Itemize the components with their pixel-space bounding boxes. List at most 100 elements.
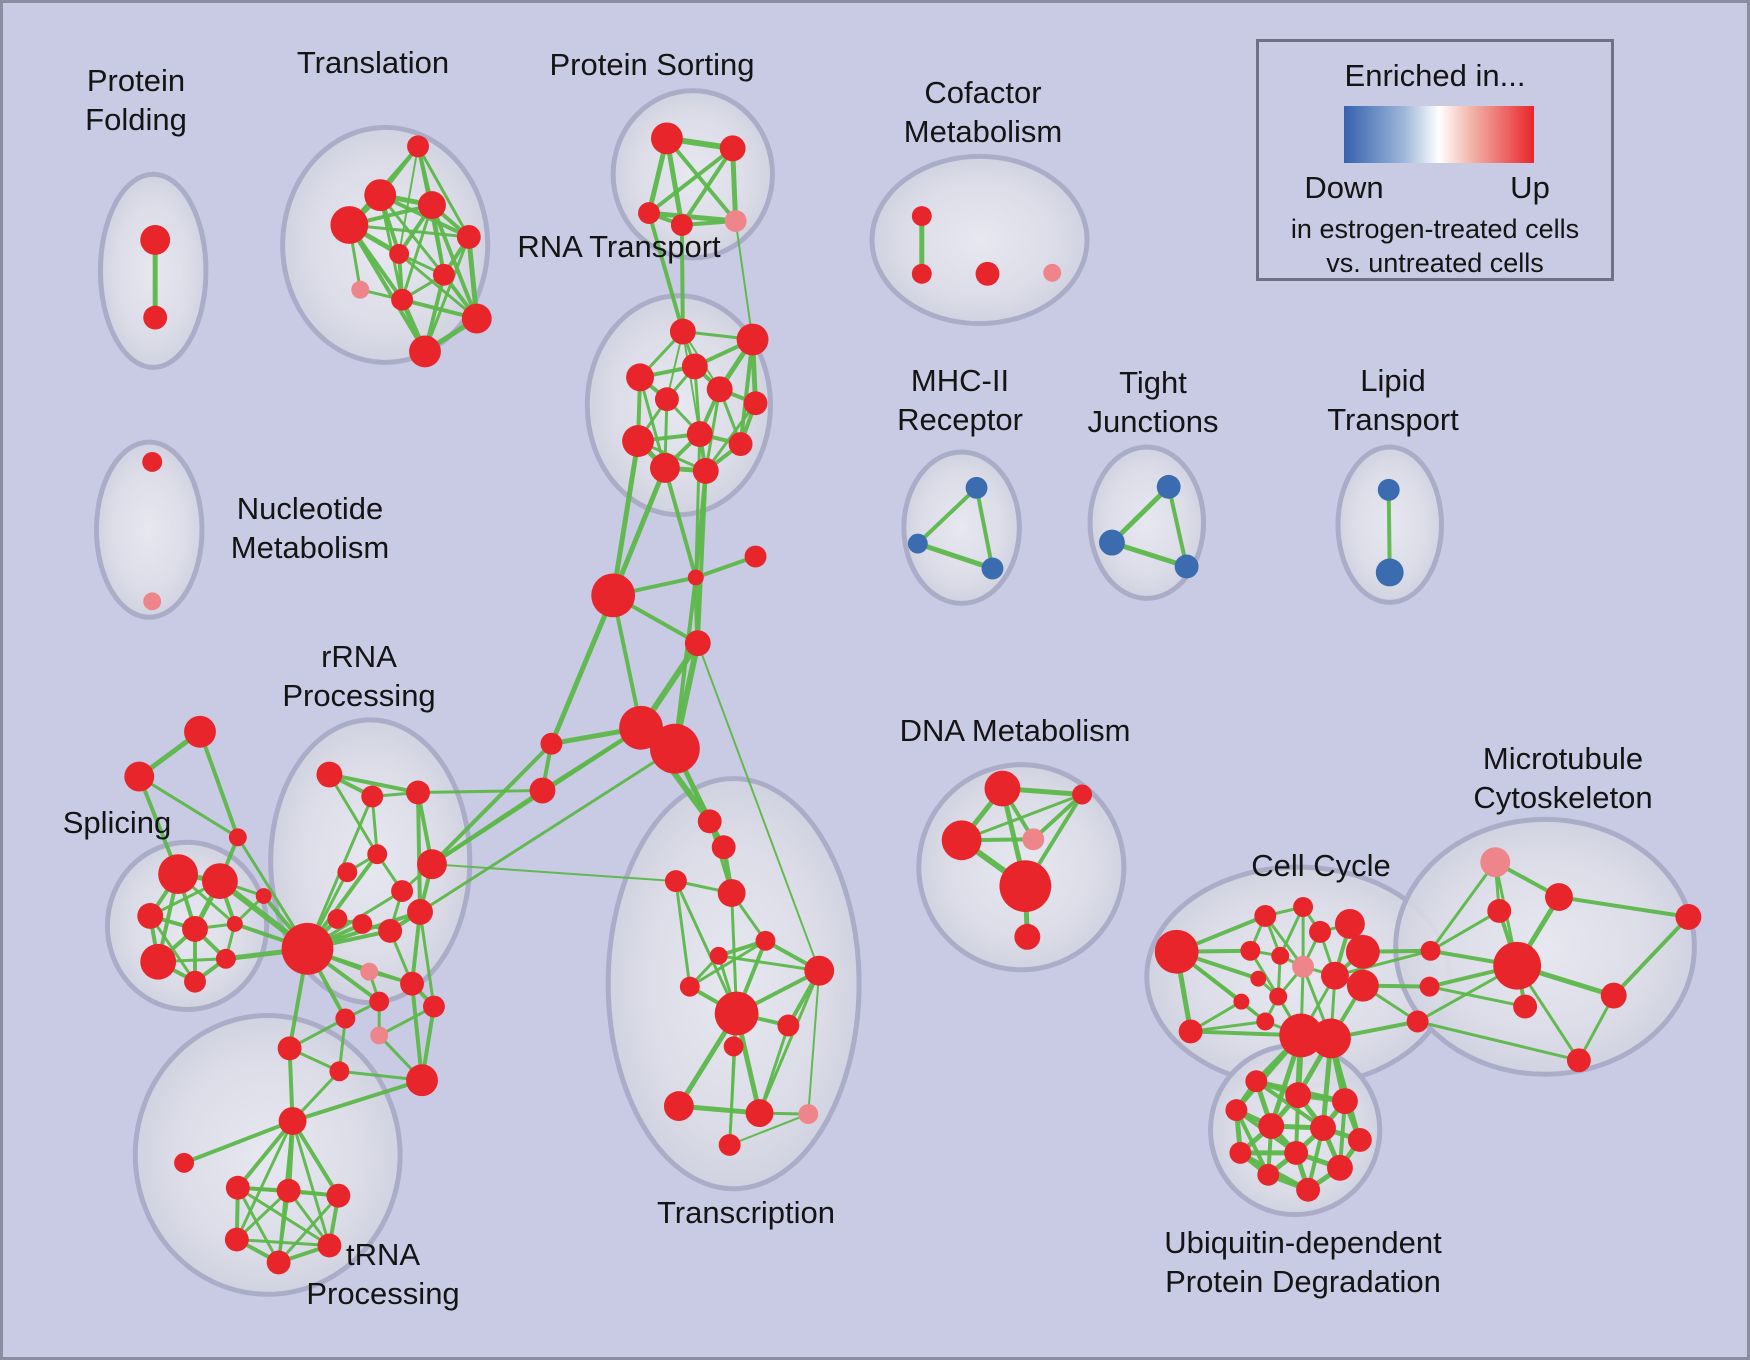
node-protein-sorting xyxy=(650,122,683,155)
edge xyxy=(1109,540,1190,569)
edge xyxy=(728,1113,810,1146)
node-rna-transport xyxy=(669,318,696,345)
node-transcription xyxy=(679,976,700,997)
edge xyxy=(410,981,424,1083)
node-connector-hubs xyxy=(744,545,767,568)
node-tight-junctions xyxy=(1156,474,1181,499)
edge xyxy=(674,879,692,989)
node-cell-cycle xyxy=(1154,929,1199,974)
edge xyxy=(704,401,758,473)
edge xyxy=(235,1119,295,1190)
legend-title: Enriched in... xyxy=(1344,58,1526,93)
node-transcription xyxy=(745,1099,774,1128)
edge xyxy=(1031,792,1085,842)
edge xyxy=(327,773,379,856)
node-microtubule-cytoskeleton xyxy=(1513,994,1538,1019)
edge xyxy=(647,211,685,334)
edge xyxy=(674,879,739,1016)
edge xyxy=(1429,860,1497,953)
edge xyxy=(974,485,995,571)
node-cell-cycle xyxy=(1240,940,1261,961)
node-rrna-processing xyxy=(184,715,216,748)
node-transcription xyxy=(717,879,746,907)
edge xyxy=(807,969,821,1116)
node-rrna-processing xyxy=(406,1064,438,1097)
node-cell-cycle xyxy=(1346,969,1379,1002)
node-ubiquitin-degradation xyxy=(1257,1163,1280,1186)
edge xyxy=(277,1194,340,1264)
edge xyxy=(647,146,735,216)
edge xyxy=(290,1078,424,1124)
edge xyxy=(235,1119,295,1242)
node-nucleotide-metabolism xyxy=(142,452,163,472)
node-rrna-processing xyxy=(391,880,414,903)
edge xyxy=(664,136,738,224)
edge xyxy=(429,203,479,321)
edge xyxy=(430,863,677,883)
legend-up-label: Up xyxy=(1510,170,1550,205)
node-transcription xyxy=(697,809,722,834)
node-nucleotide-metabolism xyxy=(143,592,162,611)
legend-gradient-bar xyxy=(1344,106,1534,163)
node-transcription xyxy=(723,1036,744,1057)
node-splicing xyxy=(215,948,236,969)
node-connector-hubs xyxy=(591,573,636,618)
edge xyxy=(327,772,421,795)
node-protein-sorting xyxy=(638,202,660,225)
edge xyxy=(429,741,554,867)
node-dna-metabolism xyxy=(1014,923,1041,950)
node-transcription xyxy=(798,1104,819,1125)
edge xyxy=(347,223,471,239)
node-cofactor-metabolism xyxy=(911,206,932,227)
cluster-cofactor-metabolism-boundary xyxy=(869,153,1090,327)
node-trna-processing xyxy=(224,1227,249,1252)
edge xyxy=(681,330,701,436)
node-cell-cycle xyxy=(1321,961,1349,990)
node-transcription xyxy=(663,1091,694,1122)
node-rrna-processing xyxy=(423,995,445,1018)
edge xyxy=(416,789,544,794)
node-dna-metabolism xyxy=(941,820,982,861)
node-microtubule-cytoskeleton xyxy=(1493,941,1542,990)
node-cell-cycle xyxy=(1250,970,1267,987)
node-rrna-processing xyxy=(361,785,384,808)
edge xyxy=(1416,1019,1581,1062)
node-transcription xyxy=(664,870,687,893)
node-connector-hubs xyxy=(529,777,556,804)
node-cell-cycle xyxy=(1420,940,1441,961)
node-rrna-processing xyxy=(327,908,348,929)
edge xyxy=(734,220,754,341)
node-mhc-ii-receptor xyxy=(965,476,988,499)
node-rrna-processing xyxy=(369,991,390,1012)
node-connector-hubs xyxy=(649,723,700,774)
node-rna-transport xyxy=(686,421,713,448)
node-cell-cycle xyxy=(1269,987,1288,1006)
edge xyxy=(638,375,667,470)
edge xyxy=(1611,914,1691,998)
edge xyxy=(197,729,240,840)
node-lipid-transport xyxy=(1377,478,1400,501)
edge xyxy=(611,593,644,730)
node-rna-transport xyxy=(736,323,769,356)
node-cell-cycle xyxy=(1279,1013,1324,1058)
node-microtubule-cytoskeleton xyxy=(1487,899,1512,923)
edge xyxy=(290,1119,341,1198)
node-ubiquitin-degradation xyxy=(1245,1070,1268,1093)
node-cofactor-metabolism xyxy=(1043,263,1062,282)
node-lipid-transport xyxy=(1375,558,1404,587)
node-translation xyxy=(391,288,414,311)
node-cell-cycle xyxy=(1311,1018,1351,1059)
node-cell-cycle xyxy=(1292,955,1315,978)
edge xyxy=(548,592,616,747)
node-trna-processing xyxy=(225,1175,250,1200)
edge xyxy=(416,790,423,914)
edge xyxy=(1428,985,1527,1009)
node-rna-transport xyxy=(728,432,753,456)
edge xyxy=(418,747,677,914)
node-rrna-processing xyxy=(406,780,430,805)
node-connector-hubs xyxy=(684,630,711,657)
node-microtubule-cytoskeleton xyxy=(1480,847,1511,878)
node-translation xyxy=(418,191,446,220)
edge xyxy=(915,485,979,546)
edge xyxy=(236,1186,281,1264)
